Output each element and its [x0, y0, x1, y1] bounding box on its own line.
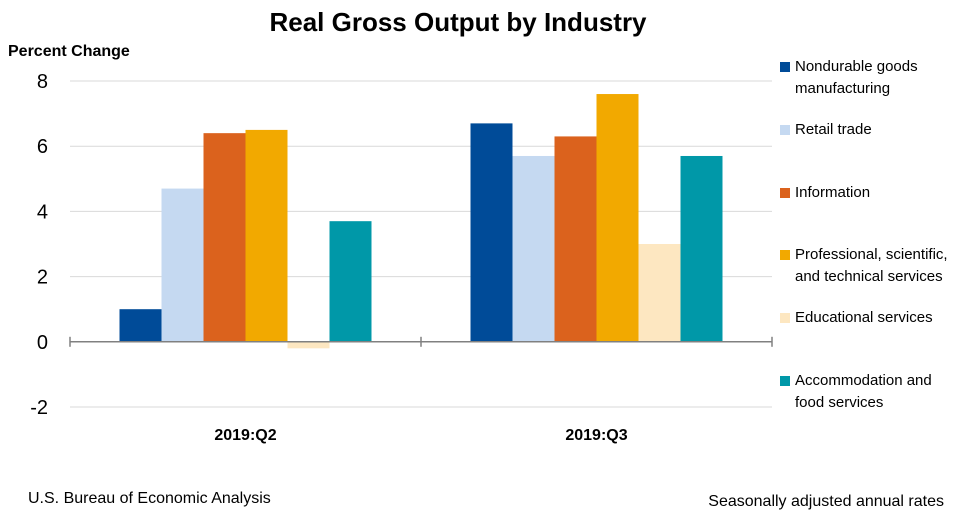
- legend-label: Accommodation and: [795, 372, 932, 389]
- legend: Nondurable goods manufacturing Retail trad…: [780, 58, 948, 411]
- bar: [287, 341, 330, 349]
- legend-label: food services: [795, 394, 883, 411]
- bar: [470, 123, 513, 342]
- y-tick-label: 6: [37, 136, 48, 158]
- source-note: U.S. Bureau of Economic Analysis: [28, 490, 271, 507]
- legend-label: manufacturing: [795, 80, 890, 97]
- bar: [161, 188, 204, 342]
- bar: [245, 129, 288, 342]
- bar: [329, 221, 372, 342]
- y-axis-label: Percent Change: [8, 43, 130, 60]
- x-tick-label: 2019:Q3: [565, 427, 627, 444]
- legend-label: Information: [795, 184, 870, 201]
- bar: [203, 133, 246, 342]
- legend-swatch: [780, 313, 790, 323]
- x-tick-labels: 2019:Q2 2019:Q3: [214, 427, 627, 444]
- legend-item: Educational services: [780, 309, 933, 326]
- y-tick-label: 2: [37, 267, 48, 289]
- chart-title: Real Gross Output by Industry: [269, 7, 647, 37]
- y-tick-label: 0: [37, 332, 48, 354]
- bar: [638, 244, 681, 342]
- legend-label: Professional, scientific,: [795, 246, 948, 263]
- rate-note: Seasonally adjusted annual rates: [708, 493, 944, 510]
- bars: [119, 94, 723, 349]
- legend-item: Professional, scientific, and technical s…: [780, 246, 948, 285]
- x-tick-label: 2019:Q2: [214, 427, 276, 444]
- legend-label: Educational services: [795, 309, 933, 326]
- legend-item: Information: [780, 184, 870, 201]
- bar: [119, 309, 162, 342]
- bar: [554, 136, 597, 342]
- legend-swatch: [780, 125, 790, 135]
- x-axis: [69, 336, 773, 347]
- legend-swatch: [780, 62, 790, 72]
- legend-swatch: [780, 250, 790, 260]
- y-tick-labels: -2 0 2 4 6 8: [30, 71, 48, 419]
- legend-item: Accommodation and food services: [780, 372, 932, 411]
- legend-label: Retail trade: [795, 121, 872, 138]
- legend-label: and technical services: [795, 268, 943, 285]
- bar: [596, 94, 639, 342]
- bar: [512, 155, 555, 342]
- legend-swatch: [780, 376, 790, 386]
- y-tick-label: 4: [37, 201, 48, 223]
- legend-swatch: [780, 188, 790, 198]
- legend-item: Retail trade: [780, 121, 872, 138]
- legend-label: Nondurable goods: [795, 58, 918, 75]
- legend-item: Nondurable goods manufacturing: [780, 58, 918, 97]
- y-tick-label: 8: [37, 71, 48, 93]
- bar: [680, 155, 723, 342]
- y-tick-label: -2: [30, 397, 48, 419]
